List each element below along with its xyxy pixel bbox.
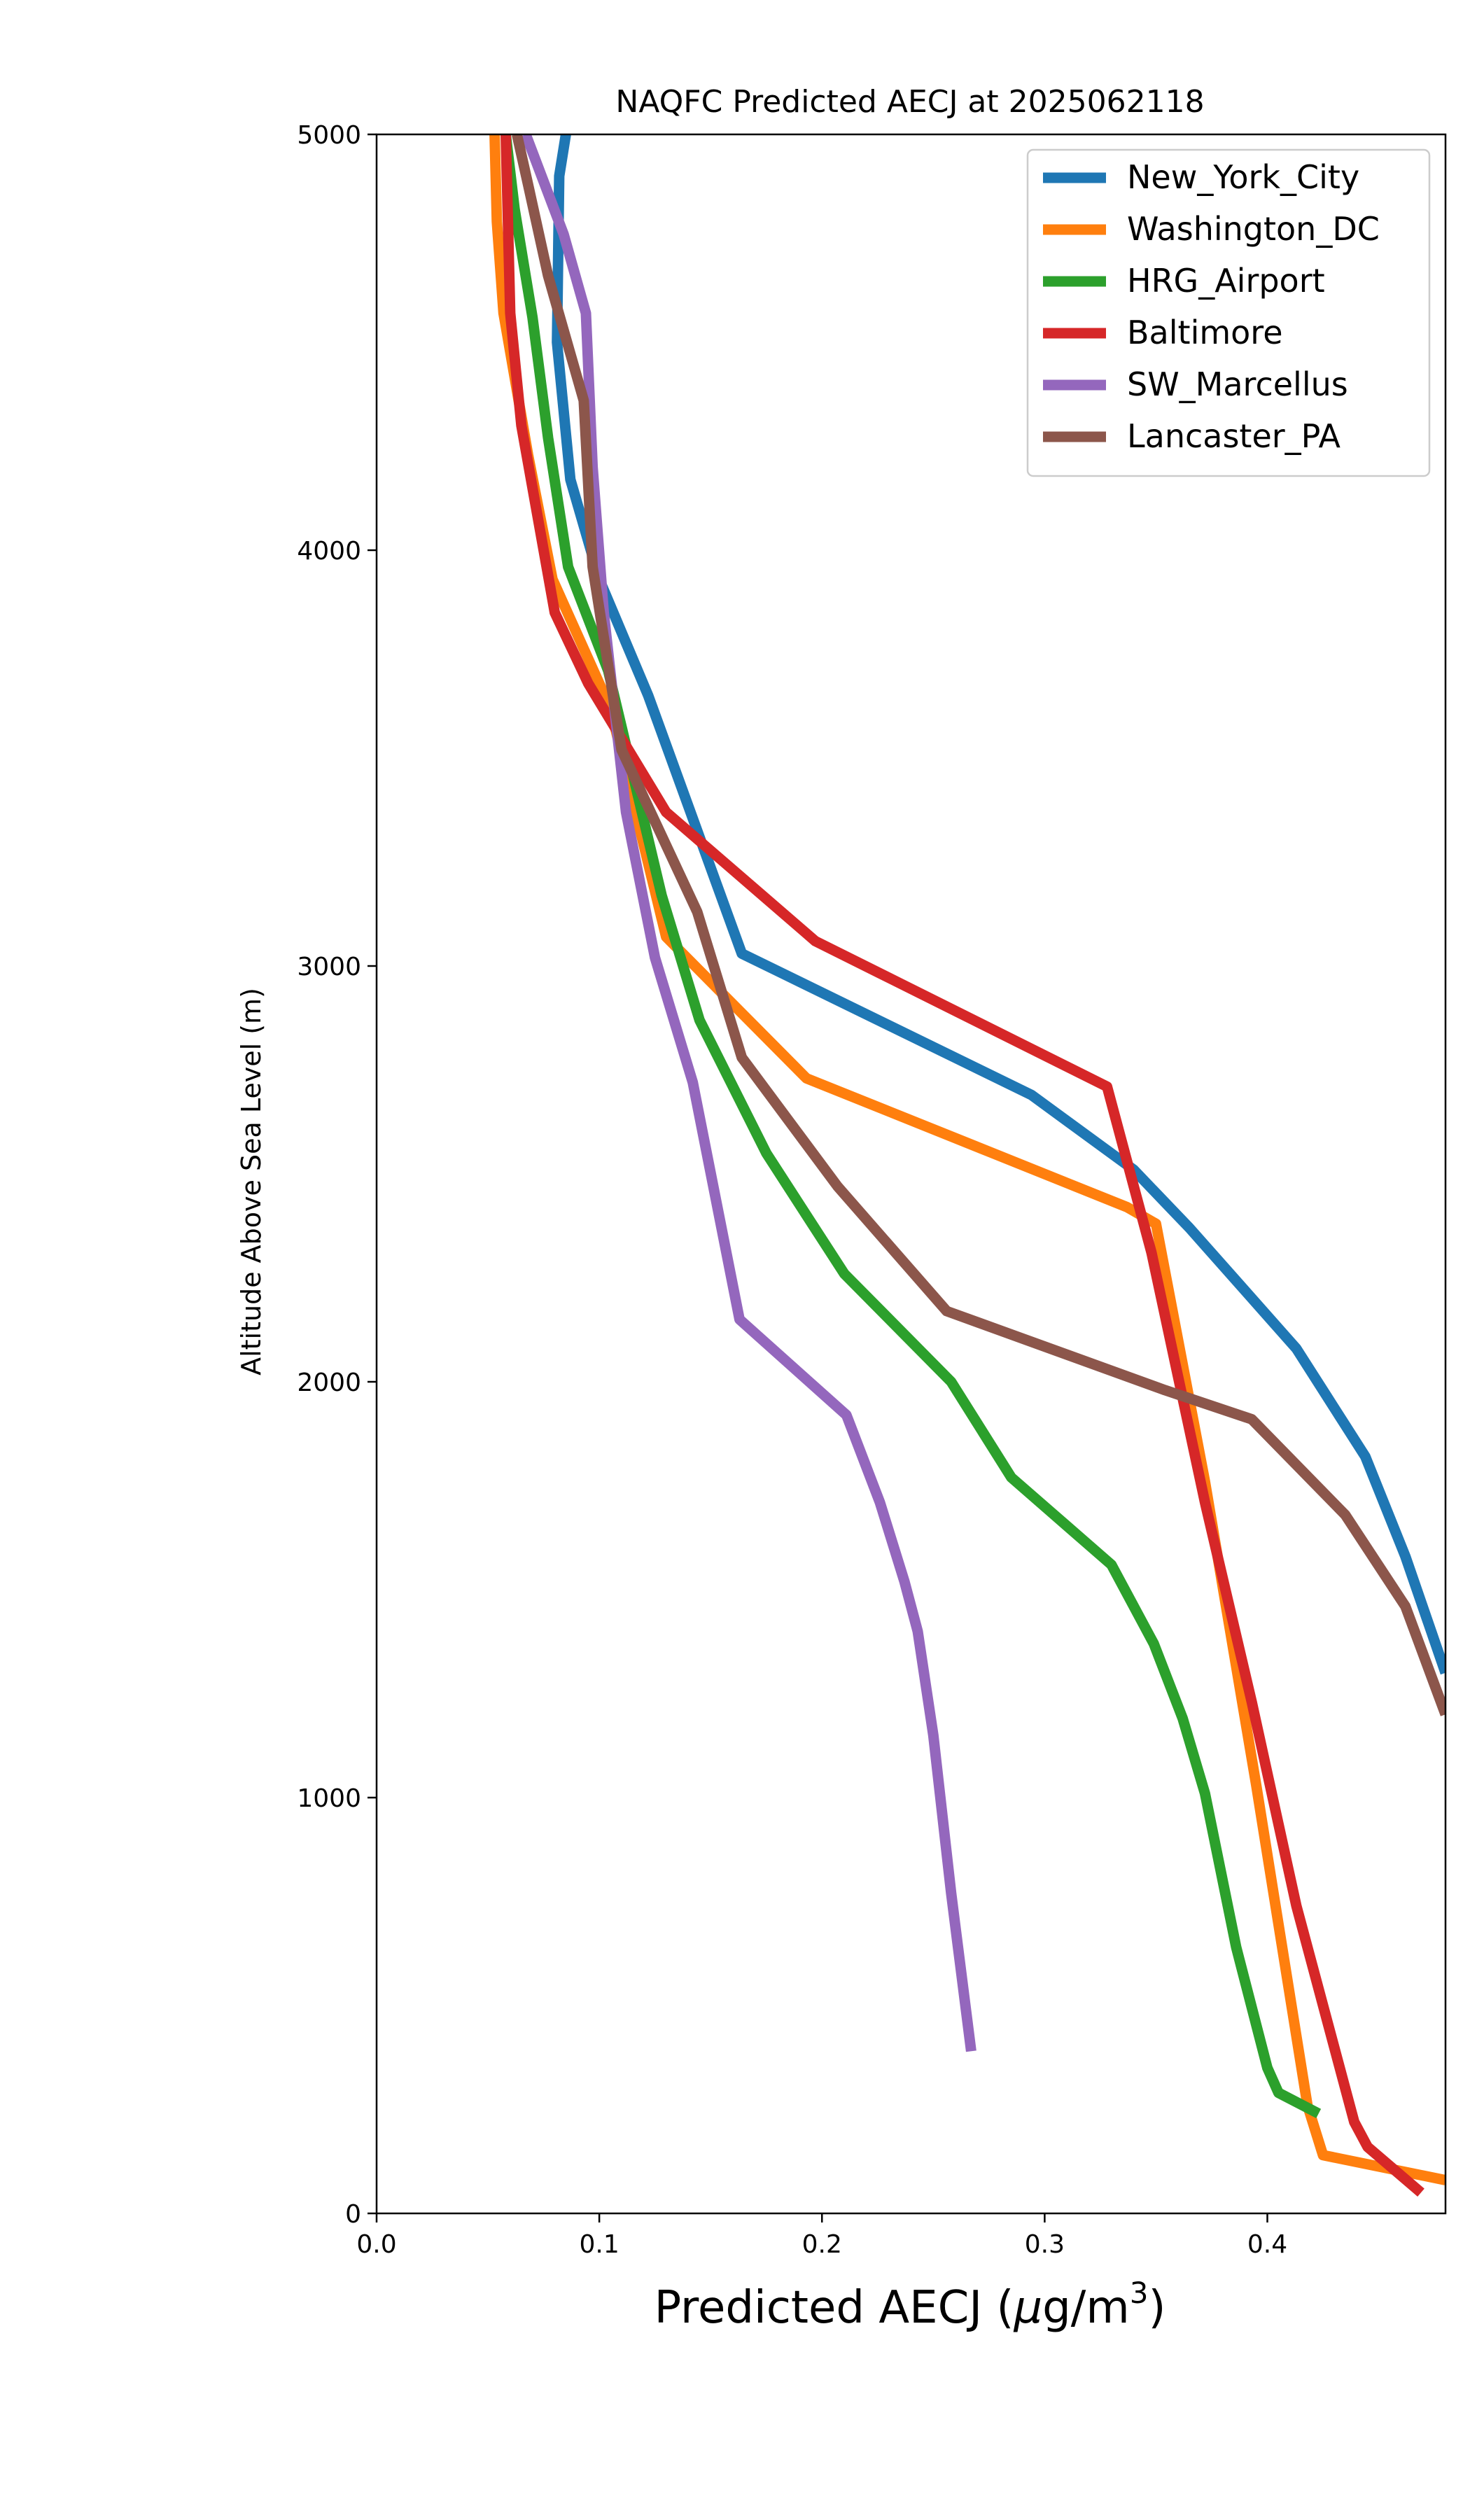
- x-tick-label: 0.4: [1247, 2230, 1287, 2259]
- series-line-new-york-city: [552, 134, 1446, 1675]
- y-axis-ticks: 0 1000 2000 3000 4000 5000: [297, 121, 377, 2229]
- legend-label-washington-dc: Washington_DC: [1127, 210, 1380, 248]
- chart-title: NAQFC Predicted AECJ at 2025062118: [615, 84, 1204, 120]
- y-tick-label: 0: [345, 2200, 361, 2229]
- legend-label-baltimore: Baltimore: [1127, 314, 1283, 351]
- y-tick-label: 2000: [297, 1368, 361, 1397]
- x-tick-label: 0.1: [579, 2230, 619, 2259]
- series-line-baltimore: [500, 134, 1424, 2197]
- x-axis-label: Predicted AECJ (μg/m3): [654, 2276, 1166, 2334]
- x-tick-label: 0.2: [802, 2230, 842, 2259]
- series-line-hrg-airport: [500, 134, 1322, 2119]
- y-axis-label: Altitude Above Sea Level (m): [236, 988, 267, 1376]
- y-tick-label: 1000: [297, 1784, 361, 1813]
- y-tick-label: 5000: [297, 121, 361, 150]
- legend-box: [1026, 148, 1431, 477]
- x-tick-label: 0.3: [1025, 2230, 1065, 2259]
- legend-label-new-york-city: New_York_City: [1127, 158, 1359, 196]
- series-line-sw-marcellus: [521, 134, 976, 2052]
- x-tick-label: 0.0: [356, 2230, 396, 2259]
- plot-frame: [375, 133, 1447, 2215]
- legend-label-lancaster-pa: Lancaster_PA: [1127, 417, 1340, 455]
- legend-label-hrg-airport: HRG_Airport: [1127, 262, 1325, 300]
- x-axis-ticks: 0.0 0.1 0.2 0.3 0.4: [356, 2213, 1287, 2259]
- series-line-lancaster-pa: [512, 134, 1446, 1716]
- series-lines: [489, 134, 1446, 2197]
- y-tick-label: 3000: [297, 953, 361, 981]
- y-tick-label: 4000: [297, 537, 361, 566]
- legend-items: New_York_City Washington_DC HRG_Airport Bal…: [1043, 158, 1380, 455]
- legend: New_York_City Washington_DC HRG_Airport Bal…: [1026, 148, 1431, 477]
- legend-label-sw-marcellus: SW_Marcellus: [1127, 365, 1348, 403]
